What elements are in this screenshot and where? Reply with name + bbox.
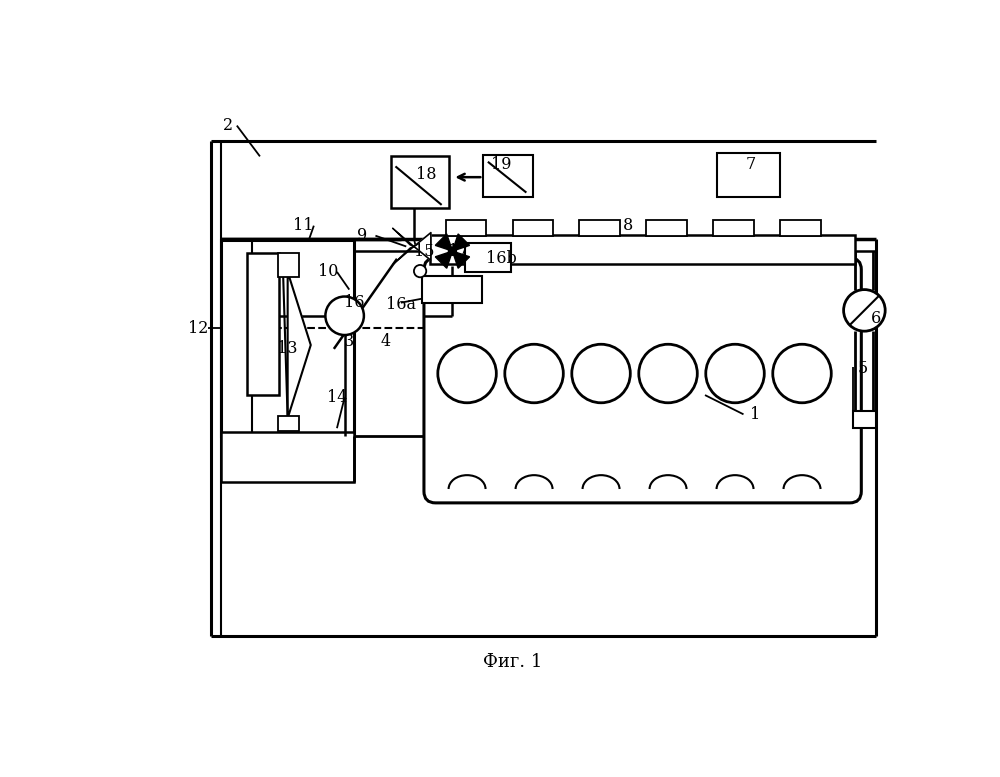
Bar: [717, 152, 780, 197]
Text: 18: 18: [416, 166, 437, 183]
Bar: [430, 235, 855, 264]
Circle shape: [438, 344, 496, 402]
Text: 14: 14: [327, 389, 347, 406]
Text: 17: 17: [448, 242, 469, 260]
Circle shape: [706, 344, 764, 402]
Bar: [247, 253, 279, 395]
Text: 3: 3: [344, 333, 354, 350]
Text: 10: 10: [318, 263, 338, 280]
Bar: [579, 220, 620, 236]
Polygon shape: [392, 246, 414, 265]
Bar: [446, 220, 486, 236]
Circle shape: [773, 344, 831, 402]
Text: 2: 2: [223, 117, 233, 134]
Text: 16b: 16b: [486, 250, 516, 267]
Polygon shape: [392, 228, 414, 246]
Bar: [853, 411, 876, 428]
Circle shape: [572, 344, 630, 402]
Bar: [422, 276, 482, 303]
Bar: [278, 416, 299, 431]
Circle shape: [449, 247, 456, 255]
Polygon shape: [452, 251, 470, 268]
Text: Фиг. 1: Фиг. 1: [483, 653, 542, 671]
Polygon shape: [288, 272, 311, 418]
Polygon shape: [414, 232, 431, 260]
Text: 16: 16: [344, 294, 365, 311]
Text: 8: 8: [623, 218, 633, 234]
Text: 5: 5: [858, 360, 868, 377]
Bar: [465, 242, 511, 272]
Bar: [780, 220, 820, 236]
FancyBboxPatch shape: [424, 258, 861, 503]
Circle shape: [414, 265, 426, 277]
Polygon shape: [435, 234, 452, 251]
Text: 15: 15: [414, 242, 434, 260]
Bar: [483, 155, 533, 197]
Circle shape: [639, 344, 697, 402]
Text: 13: 13: [277, 340, 298, 357]
Polygon shape: [435, 251, 452, 268]
Bar: [646, 220, 687, 236]
Text: 9: 9: [357, 227, 367, 244]
Text: 16a: 16a: [386, 297, 416, 313]
Text: 19: 19: [491, 155, 511, 172]
Circle shape: [844, 290, 885, 331]
Bar: [713, 220, 754, 236]
Polygon shape: [452, 234, 470, 251]
Bar: [278, 253, 299, 277]
Bar: [221, 432, 354, 482]
Bar: [512, 220, 553, 236]
Text: 6: 6: [871, 309, 881, 326]
Text: 11: 11: [293, 218, 313, 234]
Text: 4: 4: [380, 333, 391, 350]
Circle shape: [505, 344, 563, 402]
Bar: [221, 239, 354, 436]
Bar: [391, 155, 449, 208]
Text: 1: 1: [750, 406, 760, 423]
Circle shape: [325, 297, 364, 335]
Text: 12: 12: [188, 319, 209, 336]
Text: 7: 7: [746, 155, 756, 172]
